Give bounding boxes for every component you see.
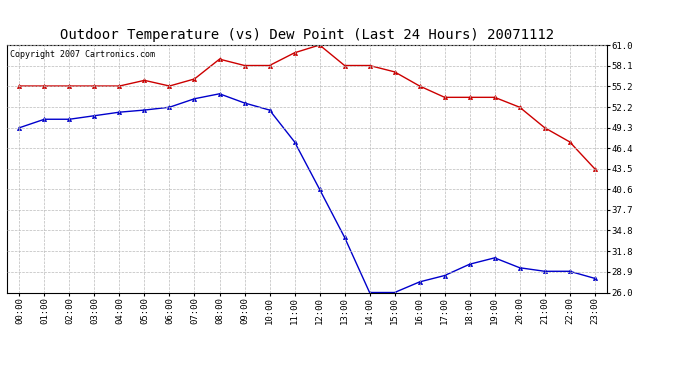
Text: Copyright 2007 Cartronics.com: Copyright 2007 Cartronics.com bbox=[10, 50, 155, 59]
Title: Outdoor Temperature (vs) Dew Point (Last 24 Hours) 20071112: Outdoor Temperature (vs) Dew Point (Last… bbox=[60, 28, 554, 42]
